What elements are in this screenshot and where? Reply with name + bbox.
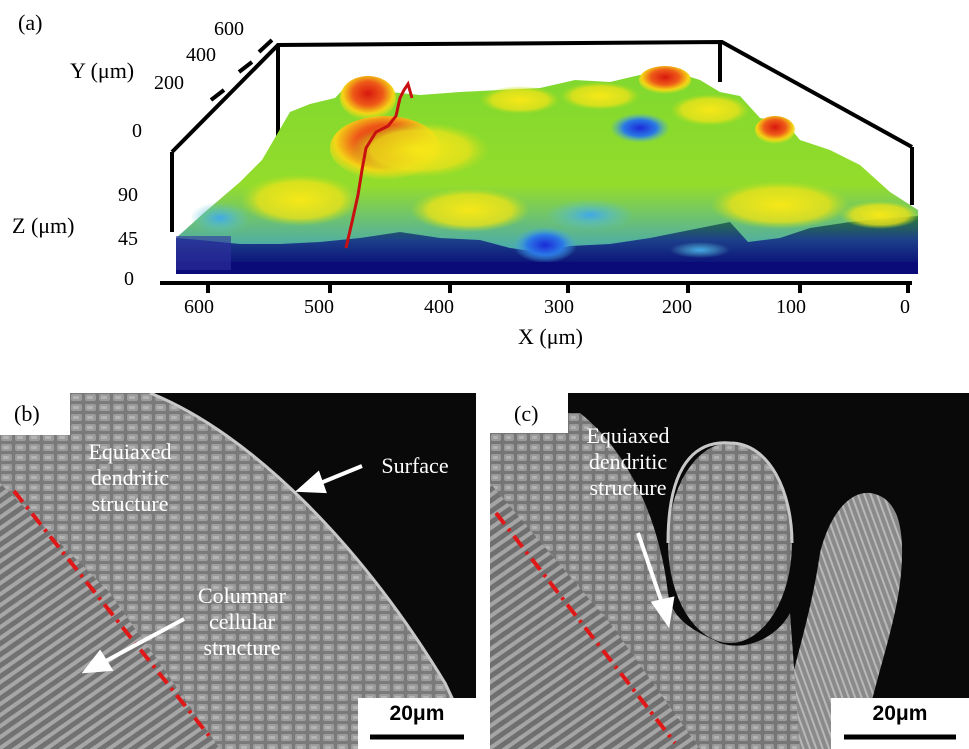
x-tick-400: 400 [424,296,454,318]
panel-a: (a) [12,10,920,349]
x-axis-title: X (μm) [518,324,583,349]
sem-image-c [490,393,969,749]
surface-front [176,216,918,270]
x-axis-ticks [206,283,910,293]
panel-c-label: (c) [514,401,539,426]
scale-bar-c-label: 20μm [872,702,928,725]
annot-b-equiaxed-line1: Equiaxed [88,439,172,464]
panel-b-label: (b) [14,401,40,426]
y-tick-600: 600 [214,18,244,40]
z-tick-90: 90 [118,184,138,206]
x-tick-200: 200 [662,296,692,318]
x-tick-0: 0 [900,296,910,318]
annot-c-equiaxed-line1: Equiaxed [586,423,670,448]
x-tick-100: 100 [776,296,806,318]
surface-plot [160,38,920,293]
annot-b-surface: Surface [381,453,449,478]
sem-image-b [0,393,476,749]
crack-line [344,80,414,249]
x-tick-600: 600 [184,296,214,318]
annot-b-equiaxed-line2: dendritic [90,465,170,490]
annot-c-equiaxed-line2: dendritic [588,449,668,474]
y-axis-ticks [209,38,274,102]
z-tick-0: 0 [124,268,134,290]
annot-b-columnar: Columnar cellular structure [182,583,302,661]
x-tick-500: 500 [304,296,334,318]
z-tick-45: 45 [118,228,138,250]
annot-b-columnar-line3: structure [203,635,281,660]
annot-c-equiaxed: Equiaxed dendritic structure [568,423,688,501]
annot-b-equiaxed: Equiaxed dendritic structure [70,439,190,517]
annot-b-columnar-line2: cellular [209,609,275,634]
annot-c-equiaxed-line3: structure [589,475,667,500]
y-axis-title: Y (μm) [70,58,135,83]
y-tick-400: 400 [186,44,216,66]
plot-frame [160,39,914,285]
scale-bar-b-label: 20μm [389,702,445,725]
panel-b: (b) Equiaxed dendritic structure Columna… [0,393,476,749]
x-tick-300: 300 [544,296,574,318]
z-axis-title: Z (μm) [12,213,75,238]
panel-c: (c) Equiaxed dendritic structure 20μm [490,393,969,749]
y-tick-200: 200 [154,72,184,94]
annot-b-columnar-line1: Columnar [198,583,286,608]
panel-a-label: (a) [18,10,43,35]
y-tick-0: 0 [132,120,142,142]
annot-b-equiaxed-line3: structure [91,491,169,516]
